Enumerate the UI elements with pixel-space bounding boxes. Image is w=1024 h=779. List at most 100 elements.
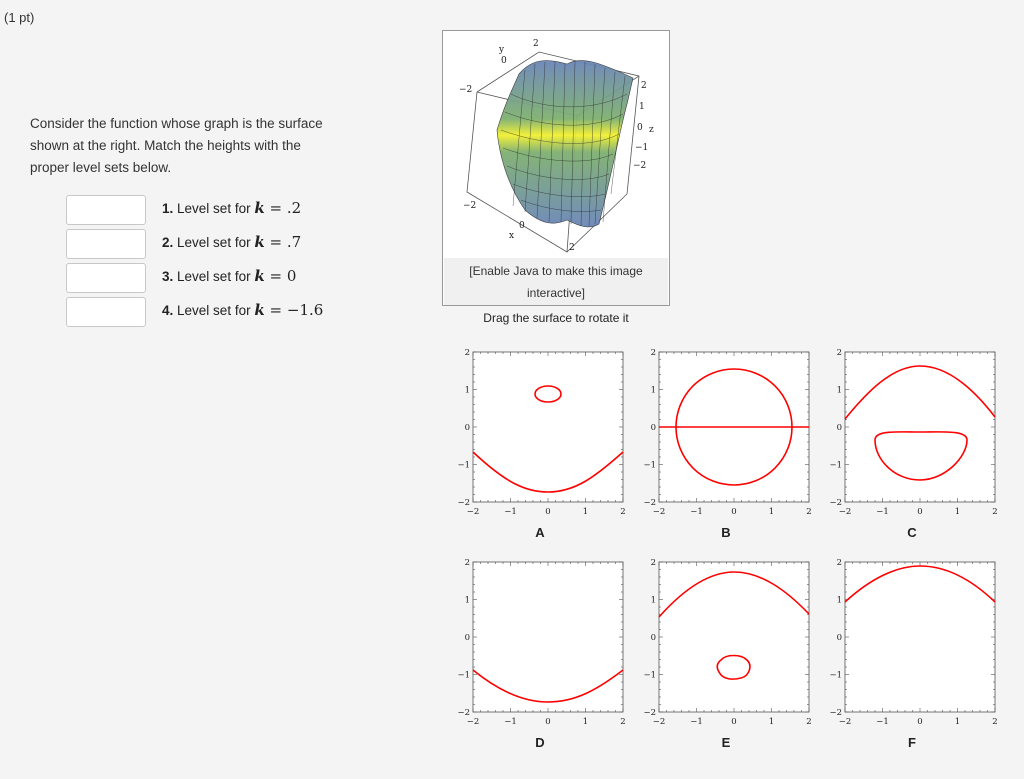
plot-y-tick-label: −2 bbox=[457, 498, 470, 508]
plot-C-upper-curve bbox=[844, 365, 996, 420]
answer-text: Level set for bbox=[177, 303, 251, 318]
answer-label-4: 4. Level set for k = −1.6 bbox=[162, 301, 323, 319]
surface-x-label: x bbox=[509, 231, 514, 241]
plot-x-tick-label: −2 bbox=[467, 507, 480, 517]
plot-label-A: A bbox=[535, 525, 545, 540]
plot-x-tick-label: 0 bbox=[731, 507, 736, 517]
surface-z-tick-0: 0 bbox=[637, 123, 643, 133]
plot-y-tick-label: 2 bbox=[651, 348, 656, 358]
answer-label-1: 1. Level set for k = .2 bbox=[162, 199, 301, 217]
surface-x-tick-0: 0 bbox=[519, 221, 525, 231]
surface-tick-neg2: −2 bbox=[459, 85, 472, 95]
plot-y-tick-label: −1 bbox=[643, 671, 656, 681]
plot-y-tick-label: 1 bbox=[837, 596, 842, 606]
answer-eq: = bbox=[269, 199, 283, 217]
plot-x-tick-label: 2 bbox=[620, 507, 625, 517]
plot-x-tick-label: −2 bbox=[653, 717, 666, 727]
plot-x-tick-label: 1 bbox=[583, 717, 588, 727]
answer-eq: = bbox=[269, 267, 283, 285]
plot-y-tick-label: −2 bbox=[457, 708, 470, 718]
answer-value: −1.6 bbox=[286, 301, 324, 319]
plot-y-tick-label: 2 bbox=[465, 348, 470, 358]
plot-E: −2 −1 0 1 2 2 1 0 −1 −2 E bbox=[631, 552, 811, 752]
plot-y-tick-label: −1 bbox=[829, 671, 842, 681]
plot-E-small-oval bbox=[716, 654, 751, 680]
plot-x-tick-label: 2 bbox=[806, 717, 811, 727]
plot-y-tick-label: 1 bbox=[837, 386, 842, 396]
plot-label-C: C bbox=[907, 525, 917, 540]
surface-y-tick-0: 0 bbox=[501, 56, 507, 66]
plot-x-tick-label: 2 bbox=[992, 717, 997, 727]
plot-x-tick-label: −2 bbox=[653, 507, 666, 517]
plot-y-tick-label: 1 bbox=[465, 596, 470, 606]
surface-plot[interactable]: y 0 2 −2 2 1 0 z −1 −2 −2 0 x 2 bbox=[449, 34, 663, 256]
answer-number: 4. bbox=[162, 303, 174, 318]
answer-text: Level set for bbox=[177, 201, 251, 216]
surface-x-tick-2: 2 bbox=[569, 243, 575, 253]
plot-x-tick-label: 2 bbox=[992, 507, 997, 517]
answer-label-2: 2. Level set for k = .7 bbox=[162, 233, 301, 251]
plot-F-svg: −2 −1 0 1 2 2 1 0 −1 −2 bbox=[829, 558, 997, 727]
plot-x-tick-label: −1 bbox=[690, 507, 703, 517]
plot-y-tick-label: −1 bbox=[643, 461, 656, 471]
answer-label-3: 3. Level set for k = 0 bbox=[162, 267, 296, 285]
plot-y-tick-label: 0 bbox=[837, 423, 842, 433]
answer-var: k bbox=[254, 267, 265, 285]
plot-E-svg: −2 −1 0 1 2 2 1 0 −1 −2 bbox=[643, 558, 811, 727]
points-value: (1 pt) bbox=[4, 10, 35, 25]
answer-text: Level set for bbox=[177, 269, 251, 284]
plot-x-tick-label: 0 bbox=[917, 507, 922, 517]
plot-D: −2 −1 0 1 2 2 1 0 −1 −2 D bbox=[445, 552, 625, 752]
plot-x-tick-label: −2 bbox=[839, 717, 852, 727]
answer-number: 2. bbox=[162, 235, 174, 250]
surface-z-tick-neg2: −2 bbox=[633, 161, 646, 171]
plot-B: −2 −1 0 1 2 2 1 0 −1 −2 B bbox=[631, 342, 811, 542]
plot-label-D: D bbox=[535, 735, 545, 750]
plot-y-tick-label: 2 bbox=[837, 348, 842, 358]
question-line-3: proper level sets below. bbox=[30, 160, 172, 175]
java-note-line-1: [Enable Java to make this image bbox=[469, 264, 643, 278]
plot-F-upper-curve bbox=[844, 565, 996, 603]
plot-frame bbox=[472, 351, 624, 503]
plot-y-tick-label: 0 bbox=[651, 633, 656, 643]
surface-x-tick-neg2: −2 bbox=[463, 201, 476, 211]
surface-z-label: z bbox=[649, 125, 654, 135]
plot-y-tick-label: −2 bbox=[643, 498, 656, 508]
answer-input-4[interactable] bbox=[66, 297, 146, 327]
java-note: [Enable Java to make this image interact… bbox=[444, 258, 668, 305]
plot-x-tick-label: −1 bbox=[876, 717, 889, 727]
plot-x-tick-label: 1 bbox=[955, 717, 960, 727]
plot-y-tick-label: 0 bbox=[465, 423, 470, 433]
surface-image[interactable]: y 0 2 −2 2 1 0 z −1 −2 −2 0 x 2 [Enable … bbox=[442, 30, 670, 306]
answer-eq: = bbox=[269, 233, 283, 251]
plot-A-small-oval bbox=[534, 385, 562, 403]
level-set-plots: −2 −1 0 1 2 2 1 0 −1 −2 A −2 −1 0 1 2 2 1 0 −1 −2 B −2 −1 0 1… bbox=[445, 342, 1015, 762]
plot-y-tick-label: 1 bbox=[651, 596, 656, 606]
plot-A: −2 −1 0 1 2 2 1 0 −1 −2 A bbox=[445, 342, 625, 542]
surface-y-tick-2: 2 bbox=[533, 39, 539, 49]
answer-text: Level set for bbox=[177, 235, 251, 250]
plot-x-tick-label: −2 bbox=[839, 507, 852, 517]
plot-x-tick-label: 0 bbox=[917, 717, 922, 727]
plot-y-tick-label: 2 bbox=[837, 558, 842, 568]
answer-value: .2 bbox=[286, 199, 302, 217]
question-line-1: Consider the function whose graph is the… bbox=[30, 116, 323, 131]
plot-frame bbox=[658, 561, 810, 713]
answer-input-2[interactable] bbox=[66, 229, 146, 259]
surface-z-tick-neg1: −1 bbox=[635, 143, 648, 153]
plot-y-tick-label: 0 bbox=[465, 633, 470, 643]
plot-frame bbox=[844, 351, 996, 503]
plot-y-tick-label: 1 bbox=[651, 386, 656, 396]
plot-x-tick-label: −1 bbox=[690, 717, 703, 727]
answer-eq: = bbox=[269, 301, 283, 319]
plot-x-tick-label: 1 bbox=[583, 507, 588, 517]
plot-x-tick-label: 0 bbox=[545, 717, 550, 727]
drag-note: Drag the surface to rotate it bbox=[483, 311, 629, 325]
plot-x-tick-label: −1 bbox=[876, 507, 889, 517]
plot-y-tick-label: 2 bbox=[465, 558, 470, 568]
answer-input-1[interactable] bbox=[66, 195, 146, 225]
plot-x-tick-label: 1 bbox=[769, 717, 774, 727]
plot-y-tick-label: −1 bbox=[457, 671, 470, 681]
plot-y-tick-label: 0 bbox=[651, 423, 656, 433]
answer-input-3[interactable] bbox=[66, 263, 146, 293]
